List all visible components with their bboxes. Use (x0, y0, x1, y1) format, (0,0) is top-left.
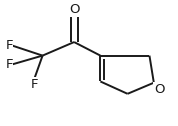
Text: F: F (5, 58, 13, 71)
Text: F: F (31, 78, 38, 91)
Text: O: O (69, 3, 79, 16)
Text: F: F (5, 39, 13, 52)
Text: O: O (154, 83, 164, 96)
